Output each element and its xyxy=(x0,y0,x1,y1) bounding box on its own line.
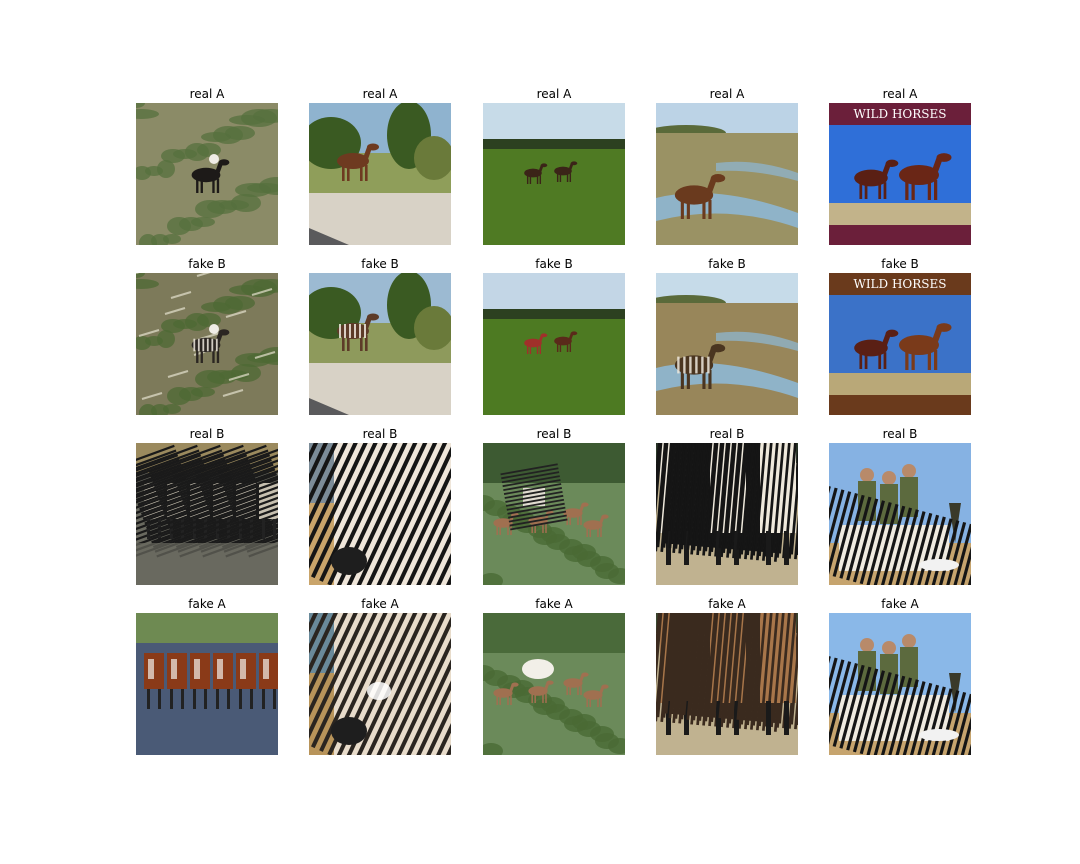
photo-thumbnail xyxy=(656,273,798,415)
photo-thumbnail xyxy=(656,443,798,585)
photo-thumbnail xyxy=(136,613,278,755)
photo-thumbnail xyxy=(483,273,625,415)
photo-thumbnail xyxy=(136,273,278,415)
cell-title: fake B xyxy=(881,257,919,271)
cell-image xyxy=(829,443,971,585)
cell-title: fake B xyxy=(361,257,399,271)
cell-title: real A xyxy=(882,87,918,101)
cell-title: fake A xyxy=(535,597,573,611)
cell-title: fake B xyxy=(708,257,746,271)
cell-title: fake A xyxy=(708,597,746,611)
cell-image xyxy=(656,613,798,755)
cell-title: fake B xyxy=(535,257,573,271)
photo-thumbnail xyxy=(656,613,798,755)
cell-title: real A xyxy=(189,87,225,101)
photo-thumbnail xyxy=(136,443,278,585)
cell-image xyxy=(136,613,278,755)
cell-image: WILD HORSES xyxy=(829,273,971,415)
cell-image xyxy=(483,273,625,415)
cell-image xyxy=(483,613,625,755)
cell-title: real A xyxy=(536,87,572,101)
photo-thumbnail xyxy=(483,443,625,585)
photo-thumbnail xyxy=(656,103,798,245)
photo-thumbnail: WILD HORSES xyxy=(829,273,971,415)
cell-title: real B xyxy=(362,427,398,441)
photo-thumbnail: WILD HORSES xyxy=(829,103,971,245)
cell-image xyxy=(309,613,451,755)
cell-image xyxy=(656,103,798,245)
cell-title: real A xyxy=(362,87,398,101)
cell-title: fake A xyxy=(188,597,226,611)
cell-title: real B xyxy=(536,427,572,441)
photo-thumbnail xyxy=(829,443,971,585)
cell-image: WILD HORSES xyxy=(829,103,971,245)
cell-title: real B xyxy=(709,427,745,441)
cell-title: real B xyxy=(189,427,225,441)
cell-title: fake B xyxy=(188,257,226,271)
cell-image xyxy=(829,613,971,755)
cell-image xyxy=(483,443,625,585)
cell-title: fake A xyxy=(361,597,399,611)
photo-thumbnail xyxy=(483,103,625,245)
photo-thumbnail xyxy=(309,443,451,585)
cell-image xyxy=(309,443,451,585)
cell-image xyxy=(483,103,625,245)
cell-image xyxy=(656,273,798,415)
cell-image xyxy=(136,443,278,585)
cell-image xyxy=(309,273,451,415)
wild-horses-caption: WILD HORSES xyxy=(853,107,946,121)
cell-title: real A xyxy=(709,87,745,101)
cell-title: real B xyxy=(882,427,918,441)
cell-image xyxy=(136,273,278,415)
photo-thumbnail xyxy=(309,273,451,415)
photo-thumbnail xyxy=(136,103,278,245)
cell-image xyxy=(309,103,451,245)
photo-thumbnail xyxy=(829,613,971,755)
photo-thumbnail xyxy=(309,613,451,755)
cell-image xyxy=(136,103,278,245)
cell-image xyxy=(656,443,798,585)
photo-thumbnail xyxy=(483,613,625,755)
photo-thumbnail xyxy=(309,103,451,245)
cell-title: fake A xyxy=(881,597,919,611)
wild-horses-caption: WILD HORSES xyxy=(853,277,946,291)
